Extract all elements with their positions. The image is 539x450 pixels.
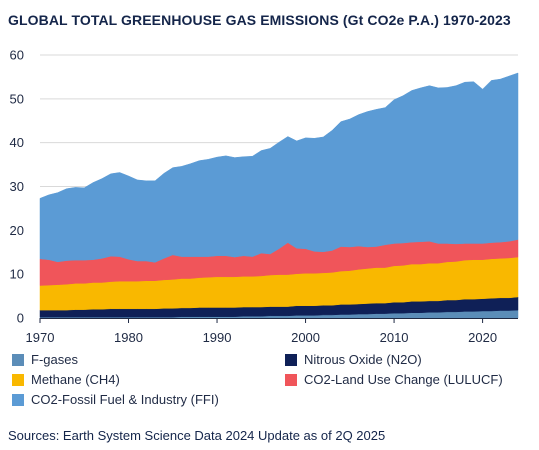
x-tick-label: 2010 — [380, 330, 409, 345]
y-tick-label: 50 — [10, 91, 24, 106]
x-tick-label: 1980 — [114, 330, 143, 345]
y-tick-label: 20 — [10, 223, 24, 238]
area-series-group — [39, 72, 519, 319]
area-series-co2-fossil-fuel-industry-ffi — [39, 72, 519, 263]
x-tick-label: 2000 — [291, 330, 320, 345]
y-tick-label: 10 — [10, 267, 24, 282]
x-tick-label: 1990 — [203, 330, 232, 345]
axes: 0 10 20 30 40 50 60 1970 1980 1990 2000 2010 2020 — [10, 48, 518, 345]
chart-title: GLOBAL TOTAL GREENHOUSE GAS EMISSIONS (G… — [8, 12, 511, 28]
source-note: Sources: Earth System Science Data 2024 … — [8, 428, 386, 443]
y-tick-label: 0 — [17, 311, 24, 326]
x-tick-label: 1970 — [26, 330, 55, 345]
y-tick-label: 40 — [10, 135, 24, 150]
x-tick-label: 2020 — [468, 330, 497, 345]
y-tick-label: 30 — [10, 179, 24, 194]
y-tick-label: 60 — [10, 48, 24, 63]
